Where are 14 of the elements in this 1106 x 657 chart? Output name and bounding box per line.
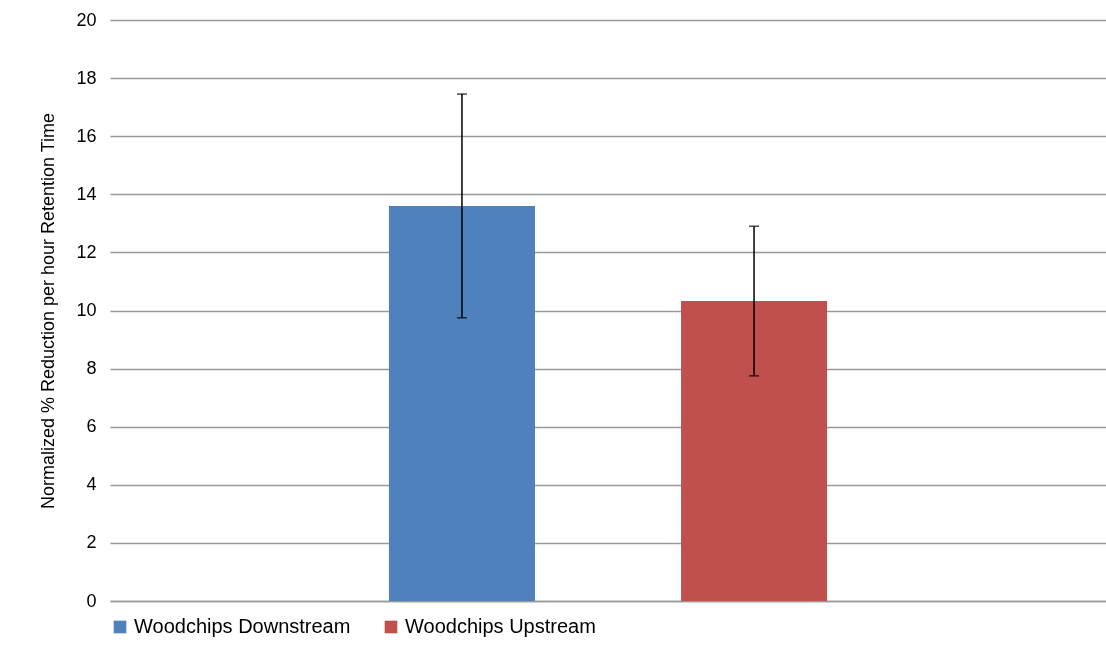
y-tick-label: 2	[86, 532, 97, 553]
y-tick-label: 20	[76, 9, 97, 30]
y-tick-label: 12	[76, 241, 97, 262]
y-tick-label: 18	[76, 67, 97, 88]
y-tick-label: 8	[86, 358, 97, 379]
y-tick-label: 6	[86, 416, 97, 437]
y-tick-label: 14	[76, 183, 97, 204]
y-tick-label: 0	[86, 590, 97, 611]
y-tick-label: 10	[76, 300, 97, 320]
legend-label: Woodchips Upstream	[405, 615, 596, 637]
y-axis-title: Normalized % Reduction per hour Retention Time	[38, 112, 59, 510]
y-tick-label: 4	[86, 474, 97, 495]
y-tick-label: 16	[76, 125, 97, 146]
legend-label: Woodchips Downstream	[134, 615, 351, 637]
